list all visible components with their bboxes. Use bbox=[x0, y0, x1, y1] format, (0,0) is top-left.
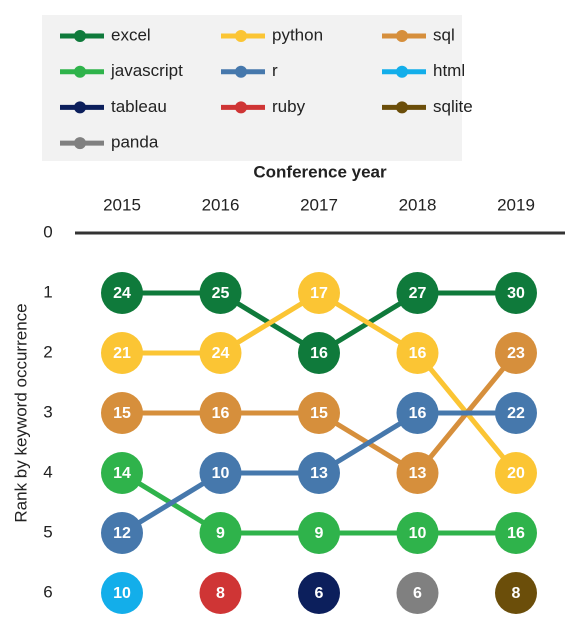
count-label: 8 bbox=[512, 585, 521, 602]
y-tick-label: 5 bbox=[43, 522, 52, 541]
rank-marker bbox=[495, 272, 537, 314]
count-label: 24 bbox=[212, 345, 230, 362]
x-tick-label: 2017 bbox=[300, 195, 338, 214]
rank-marker bbox=[199, 332, 242, 374]
series-line bbox=[122, 290, 518, 475]
y-tick-label: 0 bbox=[43, 222, 52, 241]
count-label: 13 bbox=[310, 465, 328, 482]
rank-marker bbox=[396, 272, 439, 314]
legend-marker bbox=[396, 101, 408, 114]
rank-marker bbox=[495, 452, 537, 494]
rank-marker bbox=[199, 572, 242, 614]
rank-marker bbox=[396, 332, 439, 374]
legend-marker bbox=[74, 30, 86, 42]
rank-marker bbox=[396, 392, 439, 434]
rank-marker bbox=[495, 392, 537, 434]
legend-box bbox=[42, 15, 462, 161]
legend-label: tableau bbox=[111, 97, 167, 116]
legend-label: python bbox=[272, 25, 323, 44]
rank-marker bbox=[199, 452, 242, 494]
legend-label: sqlite bbox=[433, 97, 473, 116]
rank-marker bbox=[101, 452, 143, 494]
legend-label: sql bbox=[433, 25, 455, 44]
count-label: 16 bbox=[409, 405, 427, 422]
count-label: 22 bbox=[507, 405, 525, 422]
count-label: 13 bbox=[409, 465, 427, 482]
y-axis-title: Rank by keyword occurrence bbox=[11, 303, 30, 522]
rank-marker bbox=[396, 512, 439, 554]
rank-marker bbox=[101, 572, 143, 614]
legend-marker bbox=[74, 137, 86, 150]
count-label: 9 bbox=[315, 525, 324, 542]
legend-label: ruby bbox=[272, 97, 306, 116]
y-tick-label: 4 bbox=[43, 462, 52, 481]
count-label: 12 bbox=[113, 525, 131, 542]
count-label: 6 bbox=[315, 585, 324, 602]
count-label: 15 bbox=[113, 405, 131, 422]
count-label: 27 bbox=[409, 285, 427, 302]
rank-marker bbox=[199, 392, 242, 434]
count-label: 16 bbox=[310, 345, 328, 362]
rank-marker bbox=[495, 572, 537, 614]
rank-marker bbox=[101, 272, 143, 314]
legend-label: panda bbox=[111, 133, 159, 152]
rank-marker bbox=[396, 572, 439, 614]
count-label: 10 bbox=[212, 465, 230, 482]
y-tick-label: 1 bbox=[43, 282, 52, 301]
y-tick-label: 2 bbox=[43, 342, 52, 361]
legend-label: r bbox=[272, 61, 278, 80]
rank-marker bbox=[199, 512, 242, 554]
legend-marker bbox=[396, 65, 408, 78]
legend-label: excel bbox=[111, 25, 151, 44]
rank-marker bbox=[199, 272, 242, 314]
count-label: 24 bbox=[113, 285, 131, 302]
x-axis-title: Conference year bbox=[253, 162, 387, 181]
y-tick-label: 6 bbox=[43, 582, 52, 601]
count-label: 20 bbox=[507, 465, 525, 482]
rank-marker bbox=[101, 512, 143, 554]
count-label: 15 bbox=[310, 405, 328, 422]
legend-label: javascript bbox=[110, 61, 183, 80]
count-label: 21 bbox=[113, 345, 131, 362]
count-label: 8 bbox=[216, 585, 225, 602]
legend-marker bbox=[235, 101, 247, 114]
x-tick-label: 2018 bbox=[399, 195, 437, 214]
count-label: 6 bbox=[413, 585, 422, 602]
count-label: 10 bbox=[113, 585, 131, 602]
count-label: 10 bbox=[409, 525, 427, 542]
count-label: 17 bbox=[310, 285, 328, 302]
rank-marker bbox=[298, 272, 340, 314]
count-label: 16 bbox=[409, 345, 427, 362]
count-label: 25 bbox=[212, 285, 230, 302]
rank-marker bbox=[298, 512, 340, 554]
legend-label: html bbox=[433, 61, 465, 80]
count-label: 14 bbox=[113, 465, 131, 482]
x-tick-label: 2016 bbox=[202, 195, 240, 214]
rank-marker bbox=[298, 332, 340, 374]
count-label: 30 bbox=[507, 285, 525, 302]
rank-marker bbox=[298, 572, 340, 614]
x-tick-label: 2019 bbox=[497, 195, 535, 214]
legend-marker bbox=[235, 30, 247, 42]
legend-marker bbox=[74, 101, 86, 114]
x-tick-label: 2015 bbox=[103, 195, 141, 214]
count-label: 23 bbox=[507, 345, 525, 362]
count-label: 9 bbox=[216, 525, 225, 542]
y-tick-label: 3 bbox=[43, 402, 52, 421]
rank-marker bbox=[495, 332, 537, 374]
count-label: 16 bbox=[507, 525, 525, 542]
count-label: 16 bbox=[212, 405, 230, 422]
legend-marker bbox=[235, 65, 247, 78]
rank-marker bbox=[298, 392, 340, 434]
legend-marker bbox=[396, 30, 408, 42]
rank-marker bbox=[298, 452, 340, 494]
rank-marker bbox=[396, 452, 439, 494]
rank-marker bbox=[495, 512, 537, 554]
rank-marker bbox=[101, 332, 143, 374]
rank-marker bbox=[101, 392, 143, 434]
legend-marker bbox=[74, 65, 86, 78]
